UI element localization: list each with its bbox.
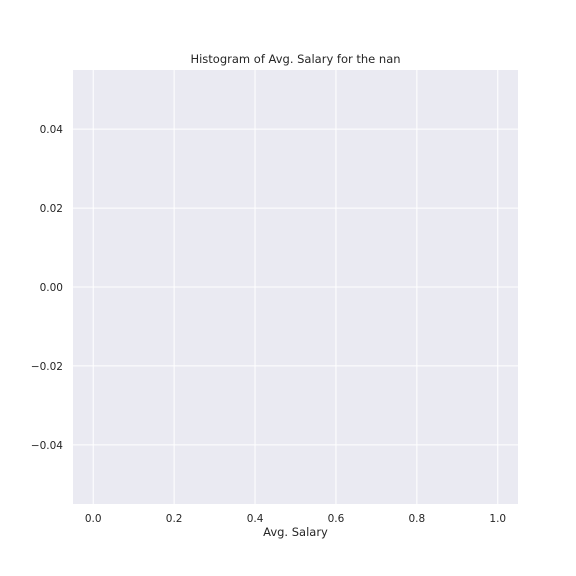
x-tick-label: 0.6 [328,513,345,525]
x-tick-label: 0.2 [166,513,183,525]
chart-title: Histogram of Avg. Salary for the nan [190,52,400,66]
y-axis-ticks: 0.04 0.02 0.00 −0.02 −0.04 [31,124,63,452]
x-axis-ticks: 0.0 0.2 0.4 0.6 0.8 1.0 [85,513,506,525]
x-tick-label: 0.4 [247,513,264,525]
x-axis-label: Avg. Salary [263,525,328,539]
y-tick-label: 0.04 [40,124,64,136]
y-gridlines [73,128,518,446]
x-tick-label: 0.8 [409,513,426,525]
y-tick-label: 0.00 [40,282,63,294]
y-tick-label: −0.02 [31,361,63,373]
x-tick-label: 1.0 [489,513,506,525]
x-tick-label: 0.0 [85,513,102,525]
y-tick-label: −0.04 [31,440,63,452]
y-tick-label: 0.02 [40,203,63,215]
